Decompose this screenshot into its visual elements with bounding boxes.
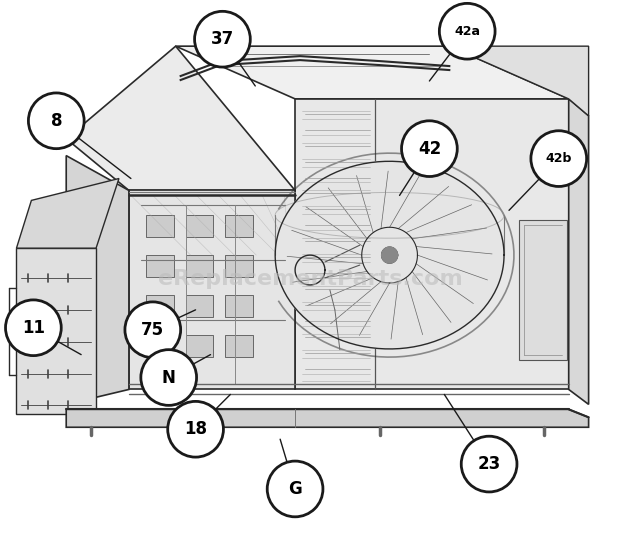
Polygon shape xyxy=(295,99,569,389)
Polygon shape xyxy=(275,161,504,349)
FancyBboxPatch shape xyxy=(226,335,254,357)
FancyBboxPatch shape xyxy=(185,215,213,237)
Circle shape xyxy=(440,3,495,59)
Text: 42: 42 xyxy=(418,140,441,158)
FancyBboxPatch shape xyxy=(146,215,174,237)
Polygon shape xyxy=(66,410,588,427)
Text: N: N xyxy=(162,368,175,387)
Circle shape xyxy=(461,436,517,492)
FancyBboxPatch shape xyxy=(146,255,174,277)
Text: 8: 8 xyxy=(50,112,62,130)
FancyBboxPatch shape xyxy=(226,255,254,277)
Text: 23: 23 xyxy=(477,455,501,473)
FancyBboxPatch shape xyxy=(226,215,254,237)
FancyBboxPatch shape xyxy=(185,255,213,277)
Polygon shape xyxy=(175,46,569,99)
Circle shape xyxy=(402,121,458,176)
FancyBboxPatch shape xyxy=(146,335,174,357)
Text: 37: 37 xyxy=(211,30,234,48)
Text: 18: 18 xyxy=(184,420,207,438)
Text: 11: 11 xyxy=(22,319,45,337)
Polygon shape xyxy=(66,46,295,190)
Polygon shape xyxy=(382,247,397,263)
Polygon shape xyxy=(569,99,588,405)
Polygon shape xyxy=(450,46,588,116)
Text: eReplacementParts.com: eReplacementParts.com xyxy=(157,269,463,289)
Polygon shape xyxy=(17,248,96,415)
Circle shape xyxy=(29,93,84,148)
Circle shape xyxy=(6,300,61,355)
Polygon shape xyxy=(17,179,119,248)
FancyBboxPatch shape xyxy=(185,335,213,357)
Text: G: G xyxy=(288,480,302,498)
Circle shape xyxy=(267,461,323,517)
Polygon shape xyxy=(519,220,567,359)
Text: 75: 75 xyxy=(141,321,164,339)
Circle shape xyxy=(141,350,197,405)
Circle shape xyxy=(195,11,250,67)
FancyBboxPatch shape xyxy=(185,295,213,317)
Polygon shape xyxy=(66,156,129,405)
Circle shape xyxy=(531,131,587,186)
Text: 42b: 42b xyxy=(546,152,572,165)
Polygon shape xyxy=(129,190,295,389)
Text: 42a: 42a xyxy=(454,25,480,38)
Circle shape xyxy=(168,401,223,457)
FancyBboxPatch shape xyxy=(146,295,174,317)
Circle shape xyxy=(125,302,180,358)
FancyBboxPatch shape xyxy=(226,295,254,317)
